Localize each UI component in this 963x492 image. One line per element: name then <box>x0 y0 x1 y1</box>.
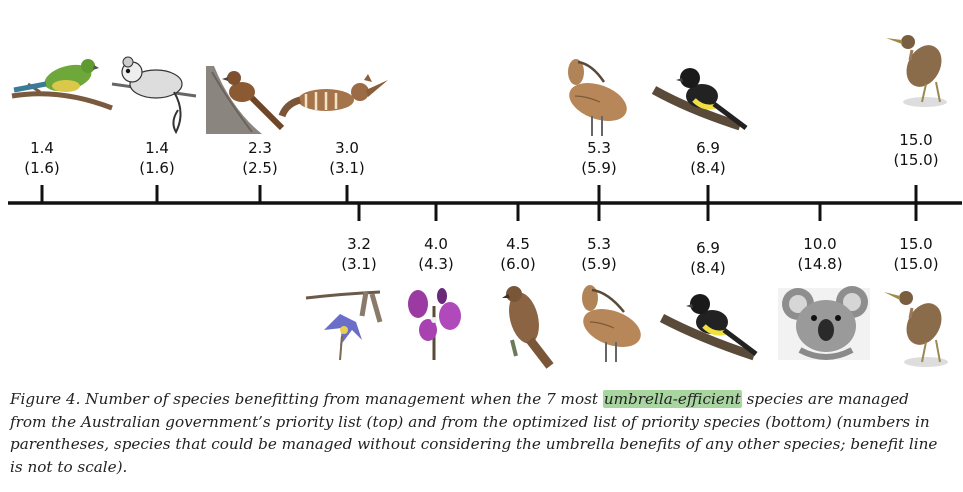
hawk-icon <box>502 286 554 369</box>
top-benefit-label: 2.3 (2.5) <box>225 138 295 178</box>
benefit-alt-value: (8.4) <box>690 259 726 277</box>
caption-suffix: species are managed from the Australian … <box>10 390 938 476</box>
caption-prefix: Figure 4. Number of species benefitting … <box>10 390 603 408</box>
benefit-alt-value: (6.0) <box>500 255 536 273</box>
honeyeater-icon <box>651 68 748 131</box>
bottom-benefit-label: 10.0 (14.8) <box>785 234 855 274</box>
benefit-value: 3.0 <box>335 139 359 157</box>
benefit-alt-value: (15.0) <box>893 255 939 273</box>
benefit-value: 2.3 <box>248 139 272 157</box>
bittern-icon <box>886 35 947 107</box>
benefit-alt-value: (1.6) <box>24 159 60 177</box>
parrot-icon <box>11 59 113 111</box>
curlew-icon <box>568 59 627 136</box>
top-benefit-label: 6.9 (8.4) <box>673 138 743 178</box>
top-ticks <box>40 185 918 203</box>
benefit-alt-value: (1.6) <box>139 159 175 177</box>
purple-flower-icon <box>408 288 461 360</box>
top-benefit-label: 1.4 (1.6) <box>7 138 77 178</box>
benefit-alt-value: (5.9) <box>581 255 617 273</box>
benefit-value: 15.0 <box>899 235 933 253</box>
curlew-icon <box>582 285 641 362</box>
benefit-figure <box>8 35 962 369</box>
benefit-value: 5.3 <box>587 235 611 253</box>
bittern-icon <box>884 291 948 367</box>
numbat-icon <box>278 74 388 118</box>
bottom-benefit-label: 4.5 (6.0) <box>483 234 553 274</box>
top-benefit-label: 3.0 (3.1) <box>312 138 382 178</box>
benefit-alt-value: (14.8) <box>797 255 843 273</box>
benefit-alt-value: (15.0) <box>893 151 939 169</box>
possum-icon <box>111 56 197 135</box>
benefit-value: 6.9 <box>696 139 720 157</box>
benefit-value: 10.0 <box>803 235 837 253</box>
benefit-value: 4.0 <box>424 235 448 253</box>
bottom-benefit-label: 6.9 (8.4) <box>673 238 743 278</box>
benefit-alt-value: (3.1) <box>329 159 365 177</box>
benefit-alt-value: (3.1) <box>341 255 377 273</box>
koala-icon <box>778 286 870 360</box>
benefit-alt-value: (4.3) <box>418 255 454 273</box>
benefit-value: 5.3 <box>587 139 611 157</box>
benefit-value: 6.9 <box>696 239 720 257</box>
blue-orchid-icon <box>305 290 383 361</box>
benefit-value: 15.0 <box>899 131 933 149</box>
figure-caption: Figure 4. Number of species benefitting … <box>10 388 950 478</box>
bottom-benefit-label: 4.0 (4.3) <box>401 234 471 274</box>
benefit-alt-value: (5.9) <box>581 159 617 177</box>
top-benefit-label: 5.3 (5.9) <box>564 138 634 178</box>
benefit-value: 4.5 <box>506 235 530 253</box>
benefit-value: 1.4 <box>145 139 169 157</box>
bristlebird-icon <box>206 66 285 134</box>
bottom-ticks <box>357 203 918 221</box>
top-benefit-label: 15.0 (15.0) <box>881 130 951 170</box>
bottom-benefit-label: 5.3 (5.9) <box>564 234 634 274</box>
bottom-benefit-label: 15.0 (15.0) <box>881 234 951 274</box>
caption-highlight: umbrella-efficient <box>602 390 742 408</box>
benefit-alt-value: (8.4) <box>690 159 726 177</box>
bottom-benefit-label: 3.2 (3.1) <box>324 234 394 274</box>
benefit-value: 3.2 <box>347 235 371 253</box>
benefit-value: 1.4 <box>30 139 54 157</box>
top-benefit-label: 1.4 (1.6) <box>122 138 192 178</box>
honeyeater-icon <box>659 294 758 361</box>
benefit-alt-value: (2.5) <box>242 159 278 177</box>
